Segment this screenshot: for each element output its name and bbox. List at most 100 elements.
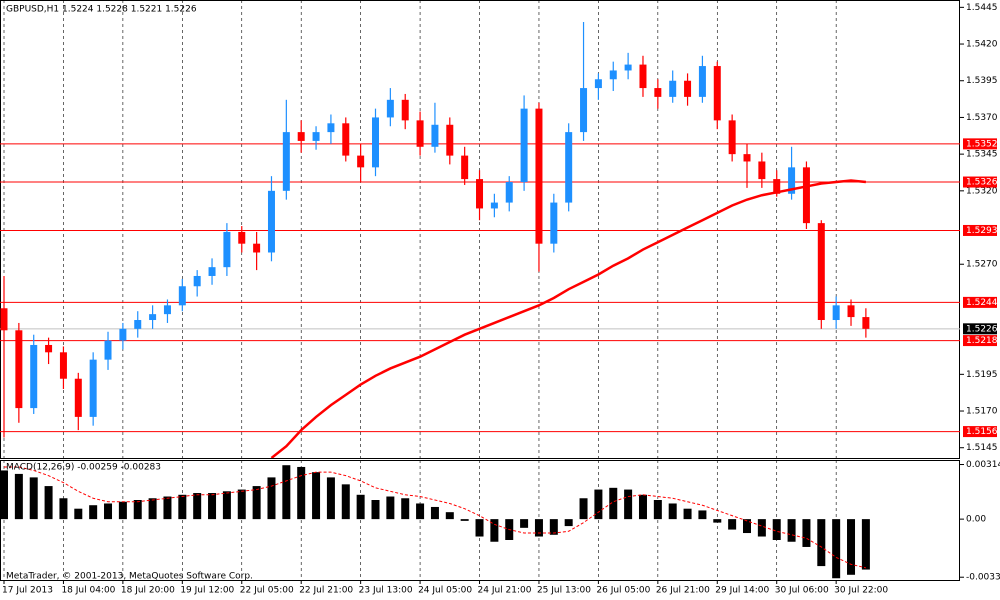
candle-body	[461, 155, 469, 180]
macd-bar	[208, 493, 217, 520]
candle-body	[788, 167, 796, 194]
candle-body	[490, 202, 498, 209]
candle-body	[832, 305, 840, 321]
macd-bar	[44, 486, 53, 520]
x-tick-label: 26 Jul 21:00	[656, 586, 710, 596]
macd-bar	[638, 494, 647, 520]
y-tick-label: 1.5145	[966, 443, 998, 453]
candle-body	[193, 275, 201, 287]
level-label: 1.5293	[966, 226, 998, 236]
candle-body	[535, 108, 543, 244]
macd-bar	[59, 498, 68, 520]
level-label: 1.5218	[966, 336, 998, 346]
candle-body	[476, 179, 484, 209]
candle-body	[119, 328, 127, 341]
candle-body	[743, 154, 751, 162]
candle-body	[178, 286, 186, 306]
candle-body	[0, 308, 8, 331]
macd-bar	[341, 484, 350, 520]
macd-bar	[832, 519, 841, 579]
candle-body	[253, 243, 261, 253]
macd-bar	[416, 503, 425, 520]
macd-bar	[445, 512, 454, 520]
candle-body	[713, 66, 721, 121]
level-label-box	[963, 296, 997, 308]
x-tick-label: 18 Jul 20:00	[121, 586, 175, 596]
candle-body	[758, 161, 766, 180]
x-tick-label: 30 Jul 06:00	[775, 586, 829, 596]
candle-body	[238, 231, 246, 244]
x-tick-label: 25 Jul 13:00	[537, 586, 591, 596]
candle-body	[312, 132, 320, 141]
footer: MetaTrader, © 2001-2013, MetaQuotes Soft…	[6, 572, 253, 582]
macd-bar	[460, 519, 469, 521]
candle-body	[357, 155, 365, 168]
candle-body	[698, 66, 706, 97]
macd-bar	[193, 493, 202, 520]
candle-body	[505, 182, 513, 203]
candle-body	[59, 352, 67, 379]
macd-bar	[653, 500, 662, 520]
main-plot	[0, 0, 960, 458]
axes: 17 Jul 2013 18 Jul 04:00 18 Jul 20:00 19 Ju…	[2, 3, 1000, 596]
candle-body	[163, 305, 171, 315]
macd-bar	[104, 503, 113, 520]
macd-title: MACD(12,26,9) -0.00259 -0.00283	[6, 463, 161, 473]
macd-bar	[371, 500, 380, 520]
macd-bar	[564, 519, 573, 527]
level-label-box	[963, 224, 997, 236]
candle-body	[669, 80, 677, 97]
x-tick-label: 23 Jul 13:00	[359, 586, 413, 596]
y-tick-label: 1.5420	[966, 40, 998, 50]
level-label-box	[963, 176, 997, 188]
candle-body	[609, 70, 617, 80]
macd-bar	[757, 519, 766, 537]
y-tick-label: 1.5395	[966, 76, 998, 86]
y-tick-label: 1.5445	[966, 3, 998, 13]
macd-bar	[861, 519, 870, 570]
price-label-box	[963, 323, 997, 335]
candle-body	[89, 359, 97, 417]
macd-bar	[624, 489, 633, 520]
x-tick-label: 24 Jul 05:00	[418, 586, 472, 596]
candle-body	[223, 231, 231, 268]
candle-body	[282, 132, 290, 191]
price-label: 1.5226	[966, 324, 998, 334]
candle-body	[684, 80, 692, 97]
signal-line	[4, 466, 866, 569]
y-tick-label: 1.5370	[966, 113, 998, 123]
candle-body	[862, 317, 870, 329]
macd-bar	[29, 477, 38, 520]
macd-bar	[534, 519, 543, 537]
macd-bar	[579, 498, 588, 520]
macd-bar	[267, 477, 276, 520]
macd-bar	[668, 503, 677, 520]
candle-body	[401, 99, 409, 121]
candle-body	[342, 123, 350, 156]
y-tick-label: 0.00	[966, 515, 986, 525]
y-tick-label: 1.5170	[966, 407, 998, 417]
candle-body	[728, 120, 736, 155]
level-label-box	[963, 138, 997, 150]
candle-body	[847, 305, 855, 318]
macd-bar	[847, 519, 856, 575]
macd-bar	[282, 465, 291, 520]
candle-body	[297, 132, 305, 141]
candle-body	[327, 123, 335, 133]
candle-body	[817, 223, 825, 321]
candle-body	[594, 79, 602, 89]
candle-body	[580, 88, 588, 133]
macd-bar	[118, 501, 127, 520]
macd-bar	[787, 519, 796, 542]
candle-body	[372, 117, 379, 168]
level-label: 1.5156	[966, 427, 998, 437]
candle-body	[654, 88, 662, 97]
y-tick-label: 1.5345	[966, 150, 998, 160]
x-tick-label: 26 Jul 05:00	[596, 586, 650, 596]
macd-bar	[89, 505, 98, 520]
macd-bar	[594, 489, 603, 520]
y-tick-label: -0.00334	[966, 573, 1000, 583]
x-tick-label: 18 Jul 04:00	[61, 586, 115, 596]
macd-bar	[549, 519, 558, 535]
